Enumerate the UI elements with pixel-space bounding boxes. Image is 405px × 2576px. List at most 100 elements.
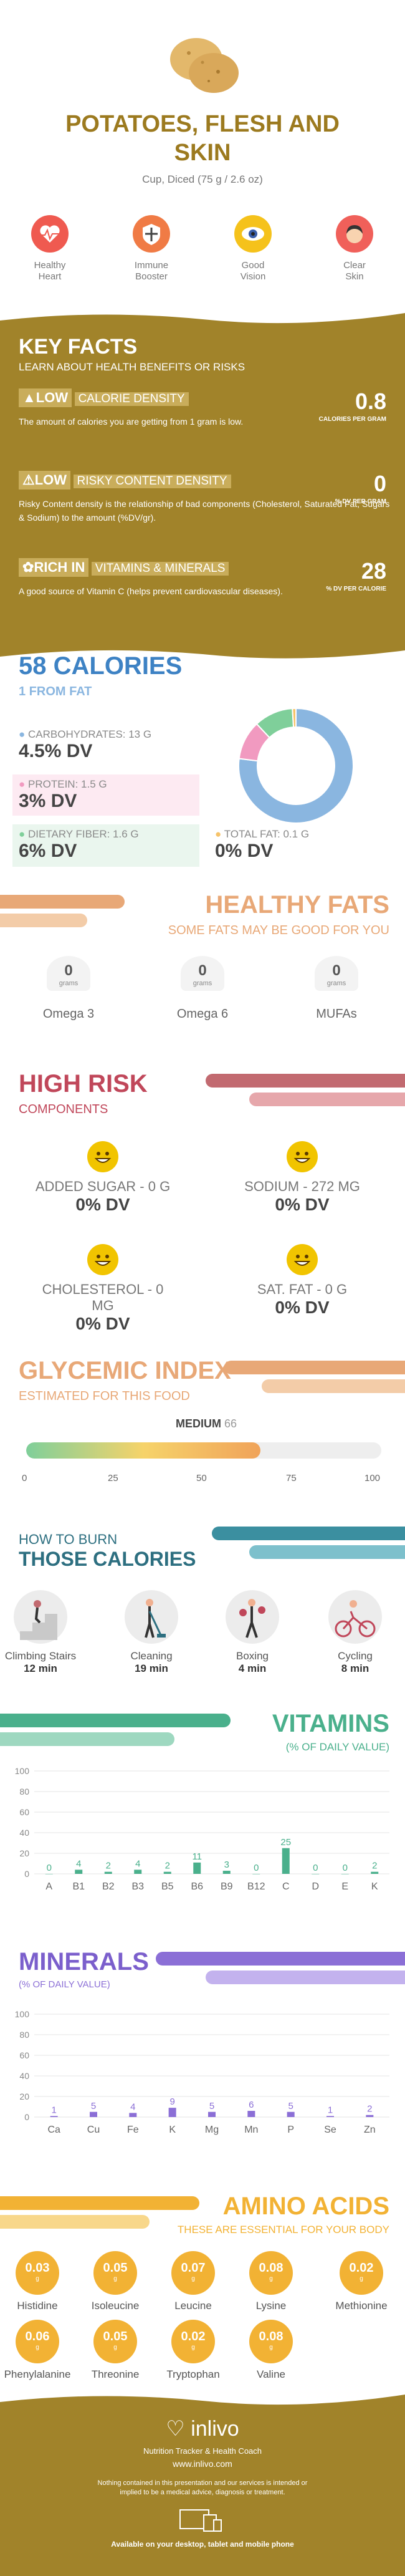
hero-section: POTATOES, FLESH AND SKIN Cup, Diced (75 … <box>0 0 405 349</box>
glycemic-level: MEDIUM 66 <box>176 1417 237 1430</box>
title-line-2: SKIN <box>174 140 231 166</box>
risk-dv: 0% DV <box>275 1298 330 1317</box>
benefit-label: Clear Skin <box>343 260 366 282</box>
x-tick-label: B2 <box>102 1881 115 1892</box>
burn-climbing-stairs: Climbing Stairs 12 min <box>0 1590 81 1675</box>
bar-value-label: 2 <box>106 1861 111 1871</box>
bar-value-label: 2 <box>367 2104 372 2115</box>
x-tick-label: E <box>341 1881 348 1892</box>
amino-badge: 0.02 g <box>171 2320 215 2363</box>
fat-label: MUFAs <box>316 1007 357 1021</box>
amino-label: Tryptophan <box>166 2368 220 2380</box>
amino-value: 0.05 <box>103 2330 128 2343</box>
smile-icon <box>287 1244 318 1275</box>
x-tick-label: B5 <box>161 1881 174 1892</box>
amino-unit: g <box>113 2275 117 2282</box>
nutrient-dv: 3% DV <box>19 791 77 811</box>
x-tick-label: Se <box>324 2125 336 2135</box>
heart-logo-icon: ♡ <box>166 2417 185 2441</box>
amino-unit: g <box>36 2344 39 2351</box>
nutrient-protein: ● PROTEIN: 1.5 g 3% DV <box>19 778 107 812</box>
brand-name: inlivo <box>191 2417 239 2441</box>
decor-band <box>249 1093 405 1106</box>
page-title: POTATOES, FLESH AND SKIN <box>0 110 405 167</box>
wave-divider <box>0 650 405 665</box>
fiber-highlight <box>12 824 199 867</box>
omega6-badge: 0 grams <box>181 956 224 991</box>
amino-unit: g <box>113 2344 117 2351</box>
bar-b2 <box>104 1871 112 1874</box>
bar-k <box>371 1871 379 1874</box>
risk-dv: 0% DV <box>275 1195 330 1214</box>
vitamins-section: VITAMINS (% OF DAILY VALUE) 100 80 60 40 20 0… <box>0 1709 405 1914</box>
amino-value: 0.08 <box>259 2261 284 2275</box>
x-tick-label: Mn <box>244 2125 258 2135</box>
benefit-clear-skin: Clear Skin <box>323 215 386 282</box>
bar-se <box>326 2116 334 2117</box>
macronutrient-pie-chart <box>238 707 354 824</box>
benefit-label: Healthy Heart <box>34 260 66 282</box>
fat-label: Omega 6 <box>176 1007 229 1021</box>
minerals-section: MINERALS (% OF DAILY VALUE) 100 80 60 40 20 0… <box>0 1946 405 2158</box>
footer-url[interactable]: www.inlivo.com <box>173 2459 232 2469</box>
vitamins-subtitle: (% OF DAILY VALUE) <box>285 1741 389 1753</box>
x-tick-label: D <box>312 1881 319 1892</box>
amino-title: AMINO ACIDS <box>222 2192 389 2220</box>
x-tick-label: B1 <box>72 1881 85 1892</box>
nutrient-carbohydrates: ● CARBOHYDRATES: 13 g 4.5% DV <box>19 728 151 762</box>
amino-tryptophan: 0.02 g Tryptophan <box>159 2320 227 2381</box>
amino-unit: g <box>191 2275 195 2282</box>
risk-sodium: SODIUM - 272 mg 0% DV <box>234 1141 371 1215</box>
amino-leucine: 0.07 g Leucine <box>159 2251 227 2312</box>
bar-p <box>287 2111 295 2117</box>
bar-value-label: 25 <box>280 1837 291 1848</box>
bar-value-label: 0 <box>313 1863 318 1873</box>
fat-unit: grams <box>326 980 346 987</box>
omega3-badge: 0 grams <box>47 956 90 991</box>
footer-brand: ♡ inlivo <box>0 2416 405 2441</box>
bar-value-label: 3 <box>224 1860 229 1870</box>
amino-unit: g <box>36 2275 39 2282</box>
risk-dv: 0% DV <box>75 1195 130 1214</box>
decor-band <box>206 1074 405 1088</box>
high-risk-title: HIGH RISK <box>19 1070 148 1097</box>
bar-value-label: 5 <box>209 2101 214 2111</box>
bar-b5 <box>163 1871 171 1874</box>
protein-highlight <box>12 774 199 816</box>
amino-lysine: 0.08 g Lysine <box>237 2251 305 2312</box>
fat-label: Omega 3 <box>42 1007 95 1021</box>
y-tick-label: 80 <box>19 1787 29 1797</box>
amino-badge: 0.03 g <box>16 2251 59 2295</box>
glycemic-bar-fill <box>26 1442 261 1459</box>
bar-value-label: 2 <box>372 1861 377 1871</box>
bar-value-label: 5 <box>288 2101 293 2111</box>
fact-unit: % DV PER CALORIE <box>326 586 386 592</box>
amino-unit: g <box>269 2275 273 2282</box>
amino-valine: 0.08 g Valine <box>237 2320 305 2381</box>
bar-value-label: 1 <box>328 2105 333 2115</box>
burn-label: Boxing <box>236 1650 269 1662</box>
potato-image <box>170 38 239 93</box>
amino-value: 0.02 <box>349 2261 374 2275</box>
calories-section: 58 CALORIES 1 FROM FAT ● CARBOHYDRATES: … <box>0 649 405 867</box>
y-tick-label: 60 <box>19 1807 29 1817</box>
benefit-label: Immune Booster <box>134 260 169 282</box>
decor-band <box>0 1714 231 1727</box>
decor-band <box>262 1379 405 1393</box>
y-tick-label: 40 <box>19 2071 29 2081</box>
vitamins-title: VITAMINS <box>272 1710 389 1737</box>
amino-badge: 0.06 g <box>16 2320 59 2363</box>
burn-title-1: HOW TO BURN <box>19 1532 118 1547</box>
fact-unit: CALORIES PER GRAM <box>318 416 386 423</box>
amino-isoleucine: 0.05 g Isoleucine <box>81 2251 150 2312</box>
title-line-1: POTATOES, FLESH AND <box>65 111 340 137</box>
x-tick-label: B6 <box>191 1881 203 1892</box>
bar-value-label: 4 <box>135 1858 140 1869</box>
minerals-subtitle: (% OF DAILY VALUE) <box>19 1979 110 1990</box>
burn-cleaning: Cleaning 19 min <box>111 1590 192 1675</box>
bar-b1 <box>75 1869 83 1874</box>
nutrient-dv: 0% DV <box>215 841 274 861</box>
bar-value-label: 11 <box>192 1851 202 1862</box>
bar-value-label: 6 <box>249 2100 254 2110</box>
tick-label: 25 <box>108 1473 118 1483</box>
